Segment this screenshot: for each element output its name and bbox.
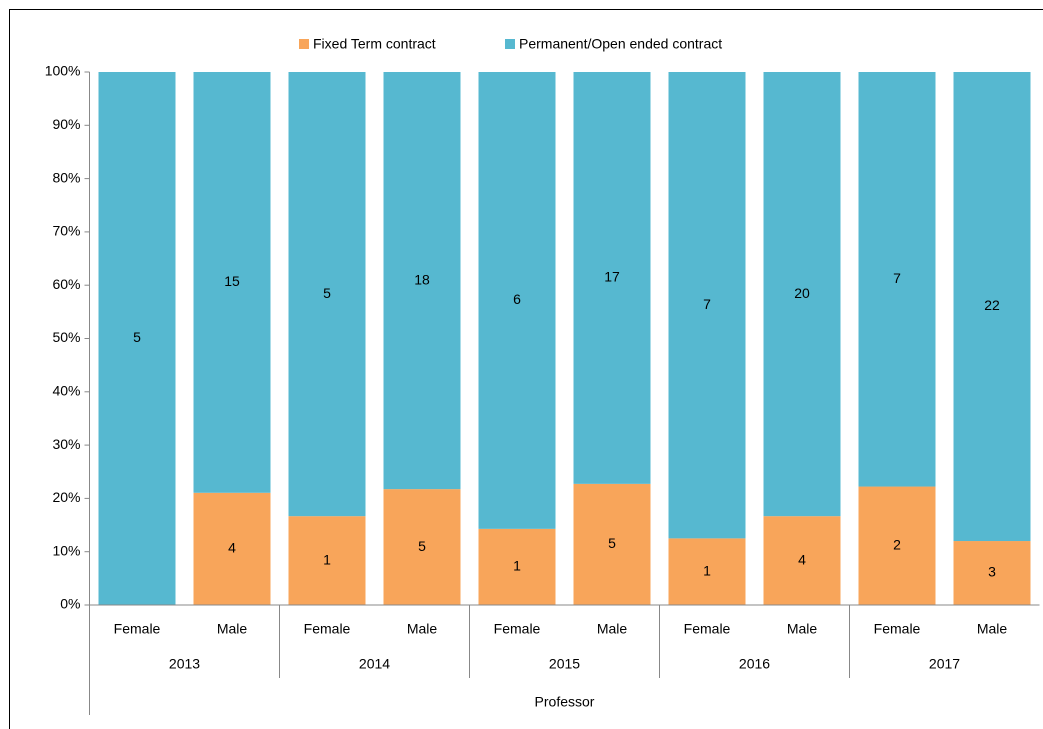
- group-label: 2013: [169, 656, 200, 672]
- legend-label: Fixed Term contract: [313, 36, 436, 52]
- x-tick-label: Female: [874, 621, 921, 637]
- group-label: 2017: [929, 656, 960, 672]
- bar-segment: [478, 528, 556, 605]
- data-label: 4: [228, 540, 236, 556]
- data-label: 6: [513, 291, 521, 307]
- data-label: 1: [703, 562, 711, 578]
- group-label: 2016: [739, 656, 770, 672]
- x-tick-label: Male: [407, 621, 438, 637]
- data-label: 5: [323, 285, 331, 301]
- data-label: 17: [604, 269, 620, 285]
- legend-swatch: [299, 39, 309, 49]
- x-tick-label: Male: [787, 621, 818, 637]
- bar-segment: [763, 72, 841, 517]
- bar-segment: [383, 489, 461, 605]
- data-label: 5: [608, 535, 616, 551]
- y-tick-label: 100%: [45, 63, 81, 79]
- x-tick-label: Female: [684, 621, 731, 637]
- data-label: 22: [984, 297, 1000, 313]
- bar-segment: [953, 541, 1031, 605]
- chart-frame: [9, 9, 1043, 729]
- super-group-label: Professor: [535, 694, 595, 710]
- data-label: 20: [794, 285, 810, 301]
- data-label: 3: [988, 564, 996, 580]
- bar-segment: [858, 486, 936, 605]
- y-tick-label: 90%: [52, 116, 80, 132]
- bar-segment: [288, 72, 366, 517]
- bar-segment: [193, 72, 271, 493]
- bar-segment: [478, 72, 556, 529]
- x-tick-label: Female: [494, 621, 541, 637]
- legend-swatch: [505, 39, 515, 49]
- data-label: 1: [513, 558, 521, 574]
- bar-segment: [858, 72, 936, 487]
- bar-segment: [763, 516, 841, 605]
- group-label: 2015: [549, 656, 580, 672]
- group-label: 2014: [359, 656, 390, 672]
- y-tick-label: 60%: [52, 276, 80, 292]
- data-label: 4: [798, 551, 806, 567]
- data-label: 5: [418, 538, 426, 554]
- y-tick-label: 0%: [60, 596, 80, 612]
- y-tick-label: 40%: [52, 383, 80, 399]
- data-label: 7: [703, 296, 711, 312]
- bar-segment: [98, 72, 176, 605]
- y-tick-label: 30%: [52, 436, 80, 452]
- x-tick-label: Male: [217, 621, 248, 637]
- y-tick-label: 50%: [52, 329, 80, 345]
- x-tick-label: Female: [114, 621, 161, 637]
- data-label: 7: [893, 270, 901, 286]
- bar-segment: [573, 483, 651, 605]
- bar-segment: [668, 538, 746, 605]
- x-tick-label: Female: [304, 621, 351, 637]
- y-tick-label: 70%: [52, 223, 80, 239]
- data-label: 18: [414, 271, 430, 287]
- y-tick-label: 20%: [52, 489, 80, 505]
- x-tick-label: Male: [597, 621, 628, 637]
- bar-segment: [953, 72, 1031, 542]
- bar-segment: [193, 492, 271, 605]
- data-label: 2: [893, 536, 901, 552]
- bar-segment: [383, 72, 461, 490]
- legend-label: Permanent/Open ended contract: [519, 36, 722, 52]
- x-tick-label: Male: [977, 621, 1008, 637]
- data-label: 15: [224, 273, 240, 289]
- data-label: 5: [133, 329, 141, 345]
- bar-segment: [288, 516, 366, 605]
- y-tick-label: 10%: [52, 542, 80, 558]
- bar-segment: [668, 72, 746, 539]
- bar-segment: [573, 72, 651, 484]
- y-tick-label: 80%: [52, 169, 80, 185]
- data-label: 1: [323, 551, 331, 567]
